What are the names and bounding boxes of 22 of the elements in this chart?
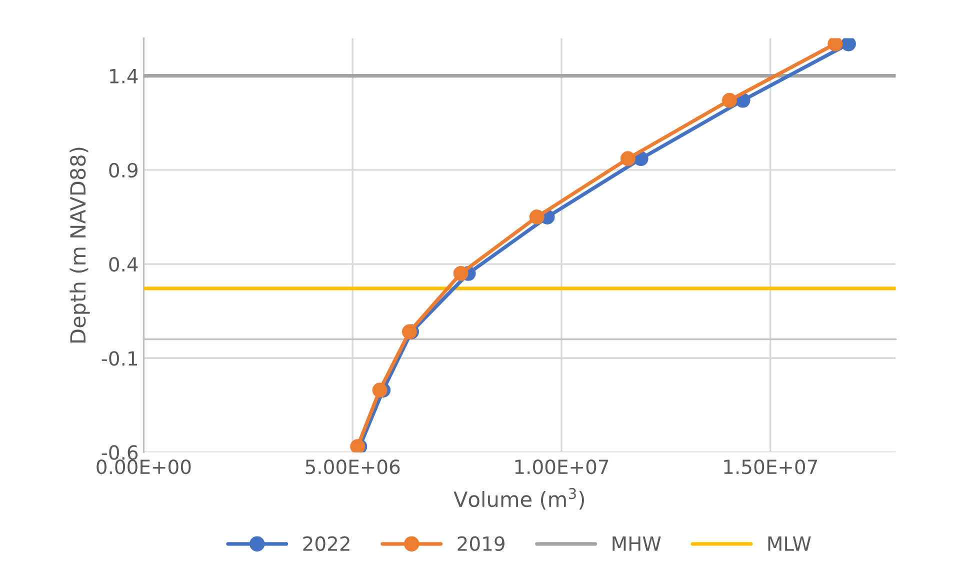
y-tick-label: 0.9 [109, 162, 138, 178]
point [372, 382, 388, 398]
legend-label: 2022 [303, 536, 350, 551]
y-axis-title: Depth (m NAVD88) [70, 148, 90, 342]
y-tick-label: -0.1 [102, 351, 138, 366]
legend-label: MHW [612, 536, 661, 551]
x-axis-title: Volume (m$^{3}$) [454, 488, 584, 510]
point [828, 38, 843, 52]
point [529, 210, 544, 224]
point [841, 38, 856, 52]
legend-label: MLW [768, 536, 811, 551]
x-tick-label: 1.00E+07 [515, 459, 608, 474]
y-tick-label: -0.6 [102, 445, 138, 460]
point [722, 92, 737, 108]
point [620, 151, 636, 166]
x-tick-label: 5.00E+06 [306, 459, 400, 474]
x-tick-label: 1.50E+07 [724, 459, 818, 474]
y-tick-label: 0.4 [109, 256, 138, 272]
point [453, 266, 468, 281]
legend-label: 2019 [458, 536, 504, 551]
x-tick-label: 0.00E+00 [96, 459, 191, 474]
y-tick-label: 1.4 [110, 69, 138, 84]
